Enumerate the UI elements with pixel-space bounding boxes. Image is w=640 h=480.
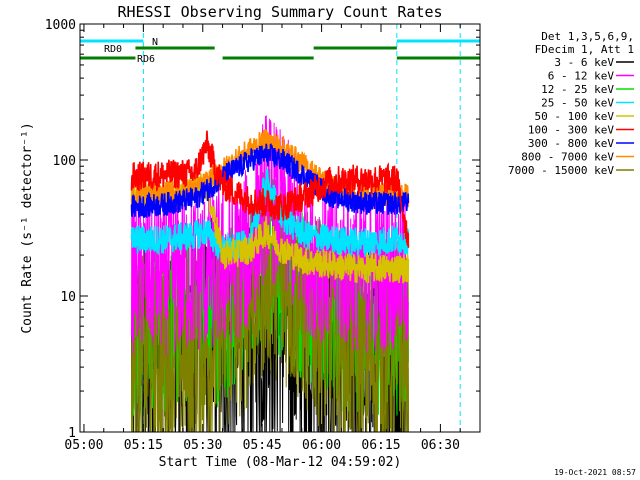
x-tick-label: 05:00: [64, 438, 103, 453]
series-line: [130, 128, 410, 208]
flag-label-rd0: RD0: [104, 44, 122, 55]
series-line: [130, 168, 410, 263]
flag-label-n: N: [152, 37, 158, 48]
x-tick-label: 06:00: [302, 438, 341, 453]
legend-label: 300 - 800 keV: [528, 137, 614, 150]
legend-header-line-1: Det 1,3,5,6,9,: [541, 30, 634, 43]
x-tick-label: 05:15: [124, 438, 163, 453]
x-tick-label: 06:15: [361, 438, 400, 453]
y-tick-label: 100: [53, 154, 76, 169]
y-tick-label: 10: [60, 290, 76, 305]
x-tick-label: 05:30: [183, 438, 222, 453]
plot-area: N RD0 RD6: [80, 24, 480, 432]
legend-label: 50 - 100 keV: [535, 110, 615, 123]
series-line: [130, 130, 410, 248]
legend-label: 3 - 6 keV: [554, 56, 614, 69]
y-tick-label: 1000: [45, 18, 76, 33]
legend-label: 25 - 50 keV: [541, 97, 614, 110]
legend-header-line-2: FDecim 1, Att 1: [535, 43, 634, 56]
legend-label: 6 - 12 keV: [548, 70, 615, 83]
flag-label-rd6: RD6: [137, 54, 155, 65]
y-axis-label: Count Rate (s⁻¹ detector⁻¹): [20, 122, 35, 333]
legend-label: 800 - 7000 keV: [521, 151, 614, 164]
y-tick-label: 1: [68, 426, 76, 441]
x-tick-label: 05:45: [243, 438, 282, 453]
timestamp: 19-Oct-2021 08:57: [554, 468, 636, 477]
series-line: [130, 143, 410, 219]
x-axis-label: Start Time (08-Mar-12 04:59:02): [159, 455, 402, 470]
x-tick-label: 06:30: [421, 438, 460, 453]
legend-label: 7000 - 15000 keV: [508, 164, 614, 177]
legend-label: 100 - 300 keV: [528, 124, 614, 137]
plot-frame: [79, 23, 481, 433]
legend-label: 12 - 25 keV: [541, 83, 614, 96]
chart-title: RHESSI Observing Summary Count Rates: [117, 3, 442, 21]
